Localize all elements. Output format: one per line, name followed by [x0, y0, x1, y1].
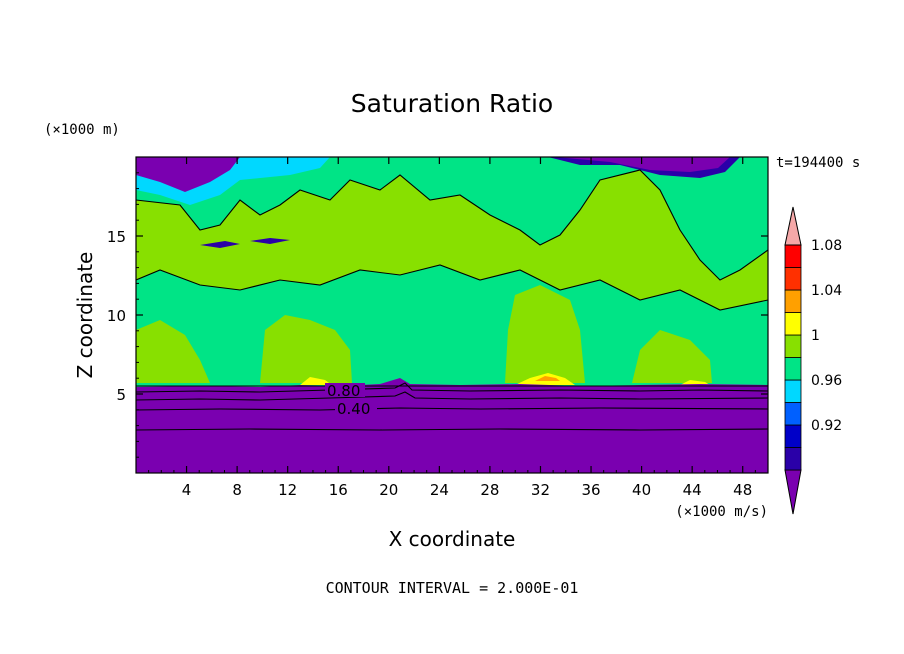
upper-moist-region — [136, 170, 768, 310]
contour-line — [136, 428, 768, 431]
time-label: t=194400 s — [776, 155, 860, 171]
colorbar-label: 0.96 — [811, 373, 842, 389]
y-axis-title: Z coordinate — [73, 252, 97, 379]
colorbar-label: 1 — [811, 328, 820, 344]
colorbar-box — [784, 289, 802, 313]
contour-label-bg — [325, 383, 365, 397]
colorbar-arrow-high — [784, 206, 802, 246]
supersat-spot-3 — [535, 376, 560, 381]
y-tick-label: 5 — [116, 386, 126, 404]
colorbar-label: 1.04 — [811, 283, 842, 299]
supersat-spot-4 — [680, 380, 710, 385]
middle-patch-left — [260, 315, 352, 383]
top-dry-region-left-core — [136, 157, 240, 192]
x-tick-label: 48 — [733, 481, 752, 499]
colorbar: 0.92 0.96 1 1.04 1.08 — [784, 206, 842, 515]
colorbar-box — [784, 334, 802, 358]
colorbar-box — [784, 447, 802, 471]
x-tick-label: 16 — [329, 481, 348, 499]
x-tick-label: 12 — [278, 481, 297, 499]
colorbar-box — [784, 312, 802, 336]
y-tick-label: 10 — [107, 307, 126, 325]
x-tick-label: 24 — [430, 481, 449, 499]
x-unit-label: (×1000 m/s) — [675, 504, 768, 520]
x-tick-label: 36 — [581, 481, 600, 499]
top-dry-streak — [200, 241, 240, 248]
middle-patch-center — [505, 285, 585, 383]
x-axis-title: X coordinate — [389, 527, 516, 551]
colorbar-arrow-low — [784, 469, 802, 515]
y-unit-label: (×1000 m) — [44, 122, 120, 138]
contour-line — [136, 264, 768, 311]
top-dry-region-right-core — [555, 157, 730, 172]
colorbar-label: 1.08 — [811, 238, 842, 254]
contour-label-bg — [335, 402, 377, 416]
y-tick-label: 15 — [107, 228, 126, 246]
supersat-spot-1 — [300, 377, 332, 385]
x-tick-label: 20 — [379, 481, 398, 499]
chart-title: Saturation Ratio — [351, 89, 553, 118]
middle-patch-right — [632, 330, 712, 383]
y-axis: 5 10 15 — [107, 172, 768, 458]
contour-interval-note: CONTOUR INTERVAL = 2.000E-01 — [326, 579, 579, 597]
contour-label-0-40: 0.40 — [337, 400, 370, 418]
middle-patch-far-left — [136, 320, 210, 383]
x-axis: 4 8 12 16 20 24 28 32 36 40 44 48 — [148, 157, 756, 499]
x-tick-label: 32 — [531, 481, 550, 499]
x-tick-label: 4 — [182, 481, 192, 499]
contour-line — [136, 169, 768, 281]
colorbar-box — [784, 357, 802, 381]
top-dry-streak-2 — [250, 238, 290, 244]
colorbar-box — [784, 244, 802, 268]
x-tick-label: 40 — [632, 481, 651, 499]
lower-dry-layer — [136, 378, 768, 473]
x-tick-label: 44 — [683, 481, 702, 499]
colorbar-box — [784, 267, 802, 291]
contour-line — [136, 391, 768, 401]
contour-lines — [136, 169, 768, 431]
x-tick-label: 8 — [232, 481, 242, 499]
colorbar-label: 0.92 — [811, 418, 842, 434]
plot-field: 0.80 0.40 — [136, 157, 768, 473]
contour-label-0-80: 0.80 — [327, 382, 360, 400]
x-tick-label: 28 — [480, 481, 499, 499]
colorbar-box — [784, 379, 802, 403]
colorbar-box — [784, 424, 802, 448]
contour-line — [136, 407, 768, 411]
colorbar-box — [784, 402, 802, 426]
